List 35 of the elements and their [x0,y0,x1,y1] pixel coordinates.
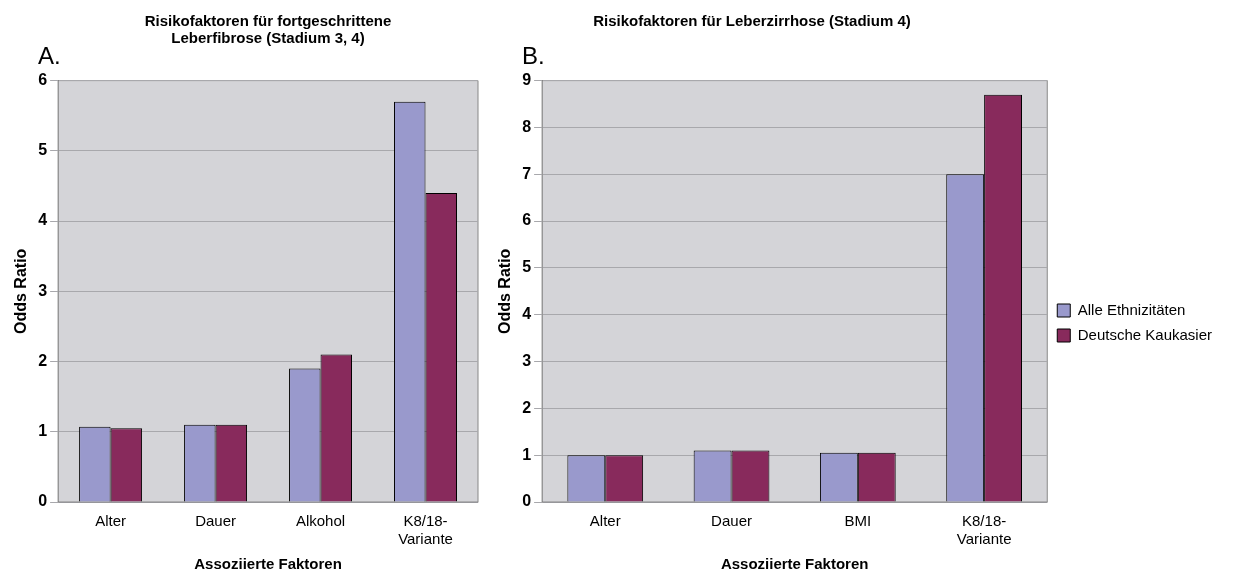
y-tick-label: 2 [38,351,48,369]
x-axis-title: Assoziierte Faktoren [720,555,869,573]
x-tick-label: K8/18-Variante [956,512,1012,548]
y-tick-label: 3 [522,351,532,369]
x-tick-label: BMI [844,512,872,530]
y-tick-label: 7 [522,164,532,182]
x-tick-label: Alter [589,512,621,530]
y-tick-label: 1 [522,445,532,463]
x-tick-label: Alter [95,512,127,530]
y-tick-label: 4 [38,211,48,229]
y-tick-label: 1 [38,422,48,440]
x-tick-label: Dauer [195,512,236,530]
y-tick-label: 5 [38,141,48,159]
y-tick-label: 4 [522,305,532,323]
y-tick-label: 5 [522,258,532,276]
legend-label: Deutsche Kaukasier [1077,325,1213,343]
y-tick-label: 9 [522,71,532,89]
chart-title: Risikofaktoren für fortgeschrittene Leberfibrose (Stadium 3, 4) [143,12,393,46]
y-tick-label: 3 [38,281,48,299]
y-tick-label: 0 [38,492,48,510]
legend-label: Alle Ethnizitäten [1077,300,1186,318]
text: B. [522,42,545,70]
x-tick-label: K8/18-Variante [398,512,453,548]
y-axis-title: Odds Ratio [496,248,514,334]
chart-title: Risikofaktoren für Leberzirrhose (Stadium 4) [592,12,912,29]
x-tick-label: Alkohol [295,512,346,530]
x-axis-title: Assoziierte Faktoren [194,555,342,573]
text: A. [38,42,61,70]
y-tick-label: 6 [38,71,48,89]
y-tick-label: 8 [522,117,532,135]
y-tick-label: 6 [522,211,532,229]
y-tick-label: 0 [522,492,532,510]
x-tick-label: Dauer [711,512,752,530]
y-axis-title: Odds Ratio [12,248,30,334]
y-tick-label: 2 [522,398,532,416]
